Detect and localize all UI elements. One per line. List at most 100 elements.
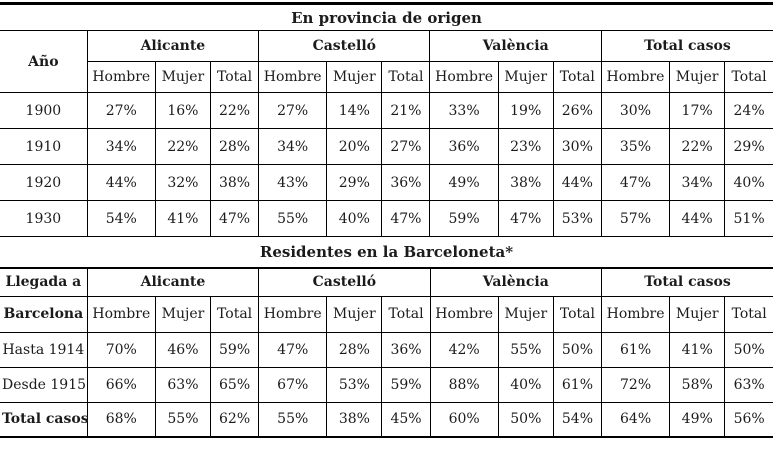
subheader-hombre: Hombre	[600, 296, 670, 333]
data-cell: 47%	[600, 164, 670, 201]
data-cell: 28%	[209, 128, 259, 165]
table-row: 1930 54% 41% 47% 55% 40% 47% 59% 47% 53% 57% 44% 51%	[0, 200, 773, 237]
data-cell: 64%	[600, 402, 670, 438]
table-provincia-origen: En provincia de origen Año Alicante Cast…	[0, 2, 773, 237]
table-residentes-barceloneta: Llegada a Alicante Castelló València Tot…	[0, 267, 773, 438]
group-header-total-casos: Total casos	[601, 268, 773, 297]
data-cell: 32%	[154, 164, 211, 201]
data-cell: 44%	[86, 164, 156, 201]
data-cell: 58%	[669, 367, 725, 403]
data-cell: 27%	[381, 128, 430, 165]
subheader-mujer: Mujer	[497, 61, 554, 93]
data-cell: 67%	[258, 367, 327, 403]
group-header-valencia: València	[429, 268, 602, 297]
data-cell: 57%	[600, 200, 670, 237]
subheader-mujer: Mujer	[326, 296, 382, 333]
data-cell: 36%	[381, 332, 431, 368]
row-label: Total casos	[0, 402, 89, 438]
group-header-castello: Castelló	[258, 268, 431, 297]
group-header-total-casos: Total casos	[600, 30, 773, 62]
data-cell: 21%	[381, 92, 430, 129]
subheader-mujer: Mujer	[154, 61, 211, 93]
subheader-hombre: Hombre	[86, 296, 156, 333]
data-cell: 28%	[326, 332, 382, 368]
corner-header-llegada-a: Llegada a	[0, 268, 88, 297]
data-cell: 17%	[669, 92, 725, 129]
data-cell: 61%	[552, 367, 602, 403]
data-cell: 27%	[86, 92, 156, 129]
data-cell: 38%	[497, 164, 554, 201]
data-cell: 53%	[552, 200, 602, 237]
data-cell: 34%	[258, 128, 327, 165]
data-cell: 47%	[209, 200, 259, 237]
data-cell: 70%	[86, 332, 156, 368]
data-cell: 56%	[724, 402, 773, 438]
subheader-hombre: Hombre	[258, 61, 327, 93]
data-cell: 72%	[600, 367, 670, 403]
data-cell: 40%	[326, 200, 382, 237]
data-cell: 55%	[154, 402, 211, 438]
column-group-header-row: Año Alicante Castelló València Total cas…	[0, 30, 773, 93]
data-cell: 30%	[552, 128, 602, 165]
corner-header-barcelona: Barcelona	[0, 296, 88, 333]
data-cell: 23%	[497, 128, 554, 165]
group-header-castello: Castelló	[258, 30, 430, 62]
corner-header-ano: Año	[0, 30, 88, 93]
data-cell: 34%	[86, 128, 156, 165]
data-cell: 38%	[326, 402, 382, 438]
data-cell: 35%	[600, 128, 670, 165]
subheader-mujer: Mujer	[154, 296, 211, 333]
data-cell: 16%	[154, 92, 211, 129]
row-label: 1910	[0, 128, 88, 165]
data-cell: 42%	[429, 332, 499, 368]
subheader-mujer: Mujer	[669, 296, 725, 333]
row-label: 1920	[0, 164, 88, 201]
row-label: 1930	[0, 200, 88, 237]
data-cell: 41%	[154, 200, 211, 237]
group-header-alicante: Alicante	[86, 268, 259, 297]
data-cell: 47%	[497, 200, 554, 237]
table1-title: En provincia de origen	[0, 3, 773, 31]
data-cell: 22%	[209, 92, 259, 129]
data-cell: 50%	[552, 332, 602, 368]
group-header-alicante: Alicante	[86, 30, 259, 62]
data-cell: 22%	[669, 128, 725, 165]
data-cell: 36%	[429, 128, 499, 165]
data-cell: 62%	[210, 402, 259, 438]
data-cell: 20%	[326, 128, 382, 165]
subheader-mujer: Mujer	[326, 61, 382, 93]
data-cell: 24%	[724, 92, 773, 129]
subheader-hombre: Hombre	[258, 296, 327, 333]
subheader-hombre: Hombre	[86, 61, 156, 93]
data-cell: 88%	[429, 367, 499, 403]
data-cell: 40%	[724, 164, 773, 201]
subheader-total: Total	[381, 61, 430, 93]
data-cell: 49%	[429, 164, 499, 201]
data-cell: 55%	[497, 332, 554, 368]
data-cell: 44%	[552, 164, 602, 201]
data-cell: 65%	[210, 367, 259, 403]
data-cell: 66%	[86, 367, 156, 403]
data-cell: 27%	[258, 92, 327, 129]
data-cell: 63%	[724, 367, 773, 403]
row-label: Desde 1915	[0, 367, 88, 403]
data-cell: 47%	[381, 200, 430, 237]
subheader-total: Total	[381, 296, 431, 333]
data-cell: 59%	[210, 332, 259, 368]
data-cell: 29%	[326, 164, 382, 201]
data-cell: 68%	[86, 402, 156, 438]
subheader-hombre: Hombre	[429, 296, 499, 333]
subheader-total: Total	[552, 296, 602, 333]
subheader-total: Total	[552, 61, 602, 93]
table-title-row: En provincia de origen	[0, 3, 773, 31]
data-cell: 26%	[552, 92, 602, 129]
subheader-total: Total	[724, 296, 773, 333]
data-cell: 41%	[669, 332, 725, 368]
data-cell: 61%	[600, 332, 670, 368]
data-cell: 33%	[429, 92, 499, 129]
subheader-hombre: Hombre	[600, 61, 670, 93]
data-cell: 54%	[86, 200, 156, 237]
subheader-hombre: Hombre	[429, 61, 499, 93]
table2-title: Residentes en la Barceloneta*	[259, 243, 514, 261]
